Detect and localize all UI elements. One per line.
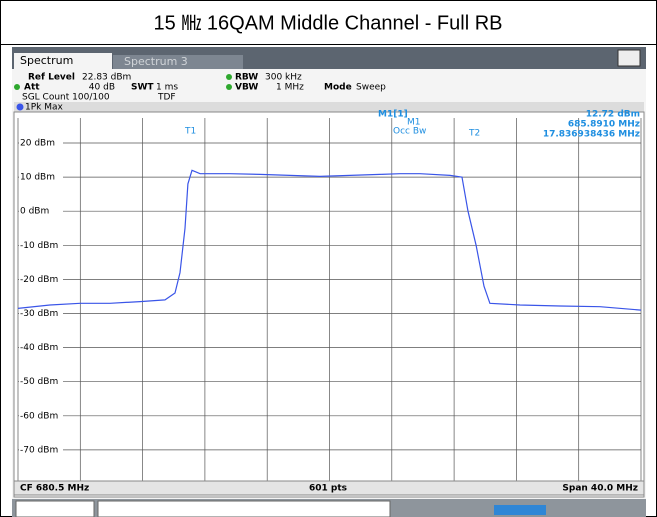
setting-label: Att bbox=[24, 83, 40, 93]
tick-bg bbox=[19, 240, 63, 251]
setting-value: 1 MHz bbox=[276, 83, 304, 93]
tick-bg bbox=[19, 376, 63, 387]
status-field bbox=[15, 500, 95, 517]
marker-label: T1 bbox=[184, 127, 196, 137]
setting-value: 22.83 dBm bbox=[82, 73, 131, 83]
setting-label: Mode bbox=[324, 83, 352, 93]
y-tick-label: 0 dBm bbox=[20, 207, 49, 217]
setting-value: SGL Count 100/100 bbox=[22, 93, 110, 103]
setting-value: 1 ms bbox=[156, 83, 178, 93]
plot-area bbox=[13, 111, 645, 498]
setting-value: TDF bbox=[157, 93, 176, 103]
readout: 685.8910 MHz bbox=[568, 120, 640, 130]
tab[interactable] bbox=[14, 53, 112, 69]
menu-icon[interactable] bbox=[617, 49, 641, 67]
tick-bg bbox=[19, 274, 63, 285]
y-tick-label: -70 dBm bbox=[20, 445, 58, 455]
progress bbox=[494, 505, 546, 515]
setting-value: 40 dB bbox=[89, 83, 115, 93]
y-tick-label: 10 dBm bbox=[20, 173, 55, 183]
title: 15 ㎒ 16QAM Middle Channel - Full RB bbox=[153, 12, 502, 34]
marker-label: M1 bbox=[407, 118, 421, 128]
setting-label: RBW bbox=[235, 73, 258, 83]
setting-label: VBW bbox=[235, 83, 258, 93]
tick-bg bbox=[19, 172, 63, 183]
trace-bar bbox=[14, 102, 644, 112]
tab-label[interactable]: Spectrum bbox=[20, 54, 73, 67]
indicator bbox=[14, 84, 20, 90]
indicator bbox=[226, 74, 232, 80]
tab[interactable] bbox=[113, 55, 243, 69]
setting-label: Ref Level bbox=[28, 73, 75, 83]
y-tick-label: 20 dBm bbox=[20, 139, 55, 149]
legend-marker bbox=[16, 103, 24, 111]
indicator bbox=[226, 84, 232, 90]
footer-text: Span 40.0 MHz bbox=[562, 484, 638, 494]
tick-bg bbox=[19, 308, 63, 319]
y-tick-label: -20 dBm bbox=[20, 275, 58, 285]
tab-label[interactable]: Spectrum 3 bbox=[124, 55, 188, 68]
legend-label: 1Pk Max bbox=[25, 103, 64, 113]
y-tick-label: -40 dBm bbox=[20, 343, 58, 353]
marker-label: Occ Bw bbox=[393, 127, 426, 137]
y-tick-label: -30 dBm bbox=[20, 309, 58, 319]
readout: 12.72 dBm bbox=[586, 110, 640, 120]
status-field bbox=[97, 500, 391, 517]
tick-bg bbox=[19, 342, 63, 353]
footer-bar bbox=[13, 480, 645, 496]
trace bbox=[17, 169, 642, 311]
tick-bg bbox=[19, 410, 63, 421]
tick-bg bbox=[19, 206, 63, 217]
readout: 17.836938436 MHz bbox=[543, 130, 640, 140]
readout-header: M1[1] bbox=[378, 110, 408, 120]
footer-text: 601 pts bbox=[309, 484, 347, 494]
footer-text: CF 680.5 MHz bbox=[20, 484, 89, 494]
setting-value: 300 kHz bbox=[265, 73, 302, 83]
tick-bg bbox=[19, 444, 63, 455]
y-tick-label: -50 dBm bbox=[20, 377, 58, 387]
tick-bg bbox=[19, 138, 63, 148]
y-tick-label: -60 dBm bbox=[20, 411, 58, 421]
setting-value: Sweep bbox=[356, 83, 386, 93]
marker-label: T2 bbox=[468, 129, 480, 139]
setting-label: SWT bbox=[131, 83, 154, 93]
y-tick-label: -10 dBm bbox=[20, 241, 58, 251]
